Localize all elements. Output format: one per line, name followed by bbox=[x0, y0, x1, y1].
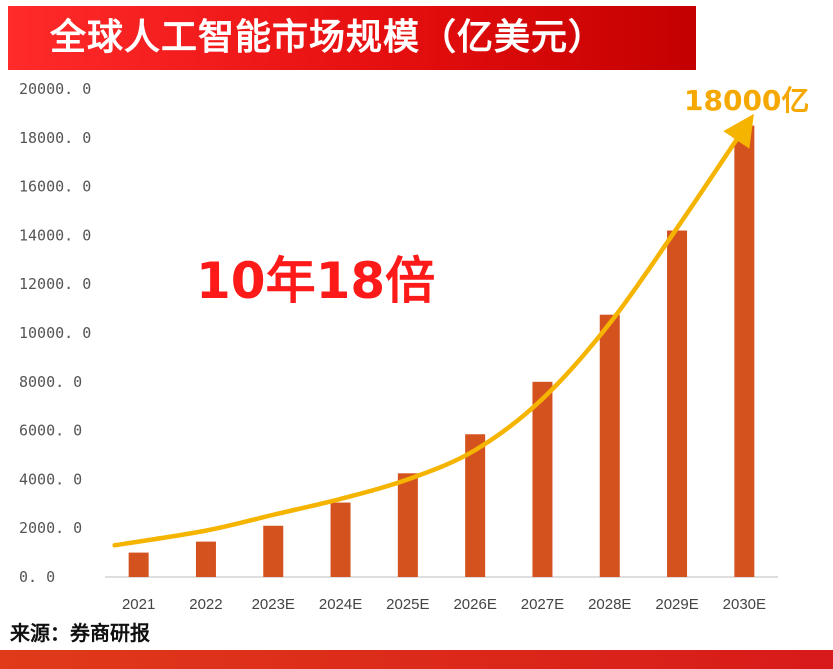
bar bbox=[465, 434, 486, 577]
y-tick-label: 14000. 0 bbox=[19, 226, 91, 244]
y-tick-label: 20000. 0 bbox=[19, 80, 91, 98]
x-tick-label: 2021 bbox=[122, 596, 155, 613]
y-tick-label: 2000. 0 bbox=[19, 519, 82, 537]
bar bbox=[128, 552, 149, 577]
x-axis: 2021 2022 2023E 2024E 2025E 2026E 2027E 2028E 20… bbox=[122, 596, 766, 613]
trend-curve bbox=[112, 113, 754, 548]
title-banner: 全球人工智能市场规模（亿美元） bbox=[8, 6, 696, 70]
callout-annotation: 10年18倍 bbox=[196, 252, 435, 310]
x-tick-label: 2022 bbox=[189, 596, 222, 613]
bar bbox=[397, 473, 418, 577]
y-tick-label: 10000. 0 bbox=[19, 324, 91, 342]
y-axis: 0. 0 2000. 0 4000. 0 6000. 0 8000. 0 10000. 0… bbox=[19, 80, 91, 586]
x-tick-label: 2028E bbox=[588, 596, 631, 613]
source-note: 来源：券商研报 bbox=[10, 621, 150, 645]
y-tick-label: 16000. 0 bbox=[19, 178, 91, 196]
bar bbox=[667, 230, 688, 577]
y-tick-label: 8000. 0 bbox=[19, 373, 82, 391]
x-tick-label: 2029E bbox=[655, 596, 698, 613]
x-tick-label: 2026E bbox=[453, 596, 496, 613]
x-tick-label: 2030E bbox=[723, 596, 766, 613]
bar bbox=[330, 502, 351, 577]
bottom-bar bbox=[0, 650, 833, 669]
chart-title: 全球人工智能市场规模（亿美元） bbox=[50, 17, 606, 58]
bar bbox=[195, 541, 216, 577]
x-tick-label: 2023E bbox=[252, 596, 295, 613]
x-tick-label: 2024E bbox=[319, 596, 362, 613]
bar bbox=[734, 125, 755, 577]
y-tick-label: 12000. 0 bbox=[19, 275, 91, 293]
bars bbox=[128, 125, 755, 577]
y-tick-label: 0. 0 bbox=[19, 568, 55, 586]
y-tick-label: 6000. 0 bbox=[19, 422, 82, 440]
x-tick-label: 2025E bbox=[386, 596, 429, 613]
x-tick-label: 2027E bbox=[521, 596, 564, 613]
y-tick-label: 4000. 0 bbox=[19, 470, 82, 488]
bar bbox=[599, 314, 620, 577]
bar bbox=[532, 381, 553, 577]
bar bbox=[263, 525, 284, 577]
end-value-annotation: 18000亿 bbox=[684, 84, 809, 117]
y-tick-label: 18000. 0 bbox=[19, 129, 91, 147]
